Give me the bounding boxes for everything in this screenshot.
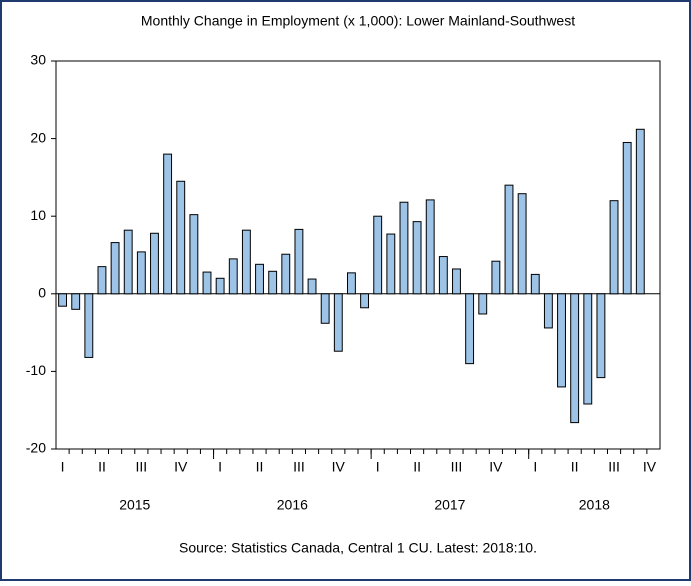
bar bbox=[570, 293, 580, 424]
x-tick-label: IV bbox=[174, 459, 188, 475]
bar bbox=[71, 293, 81, 310]
bar bbox=[346, 272, 356, 295]
bar bbox=[110, 242, 120, 295]
year-label: 2015 bbox=[119, 497, 150, 513]
chart-title: Monthly Change in Employment (x 1,000): … bbox=[141, 13, 575, 29]
bar bbox=[452, 268, 461, 295]
bar bbox=[438, 256, 448, 295]
x-tick-label: I bbox=[61, 459, 65, 475]
bar bbox=[386, 233, 396, 295]
bar bbox=[622, 141, 632, 295]
bar bbox=[333, 293, 343, 352]
x-tick-label: I bbox=[533, 459, 537, 475]
bar bbox=[504, 184, 514, 295]
x-tick-label: III bbox=[608, 459, 620, 475]
bar bbox=[465, 293, 475, 365]
bar bbox=[228, 258, 238, 295]
bar bbox=[123, 229, 133, 295]
bar bbox=[84, 293, 94, 358]
bar bbox=[530, 273, 540, 295]
bar bbox=[163, 153, 173, 295]
bar bbox=[635, 128, 645, 295]
x-tick-label: I bbox=[218, 459, 222, 475]
y-tick-label: -20 bbox=[26, 440, 46, 456]
y-tick-label: 10 bbox=[30, 207, 46, 223]
bar bbox=[320, 293, 330, 324]
x-tick-label: I bbox=[376, 459, 380, 475]
bar bbox=[97, 266, 107, 295]
x-tick-label: III bbox=[293, 459, 305, 475]
bar bbox=[176, 180, 186, 295]
x-tick-label: II bbox=[571, 459, 579, 475]
y-tick-label: -10 bbox=[26, 362, 46, 378]
y-tick-label: 20 bbox=[30, 129, 46, 145]
bar bbox=[596, 293, 606, 379]
bar bbox=[281, 253, 291, 295]
bar bbox=[425, 199, 435, 295]
year-label: 2018 bbox=[579, 497, 610, 513]
bar bbox=[583, 293, 593, 405]
x-tick-label: II bbox=[98, 459, 106, 475]
x-tick-label: III bbox=[451, 459, 463, 475]
x-tick-label: III bbox=[136, 459, 148, 475]
source-note: Source: Statistics Canada, Central 1 CU.… bbox=[179, 540, 537, 556]
x-tick-label: IV bbox=[332, 459, 346, 475]
bar bbox=[255, 263, 264, 295]
bar bbox=[202, 271, 212, 295]
year-label: 2016 bbox=[277, 497, 308, 513]
x-tick-label: II bbox=[256, 459, 264, 475]
bar bbox=[58, 293, 68, 307]
bar bbox=[360, 293, 370, 309]
bar bbox=[136, 251, 146, 295]
bar bbox=[241, 229, 251, 295]
bar bbox=[373, 215, 383, 295]
bar bbox=[491, 260, 501, 295]
bar bbox=[399, 201, 409, 295]
y-tick-label: 0 bbox=[38, 285, 46, 301]
bar bbox=[150, 232, 159, 295]
x-tick-label: II bbox=[413, 459, 421, 475]
bar bbox=[517, 193, 527, 295]
bar bbox=[268, 270, 278, 295]
bar bbox=[543, 293, 553, 329]
bar bbox=[215, 277, 225, 295]
bar bbox=[294, 228, 304, 295]
bar bbox=[609, 200, 619, 295]
bar bbox=[557, 293, 566, 388]
x-tick-label: IV bbox=[643, 459, 657, 475]
year-label: 2017 bbox=[434, 497, 465, 513]
x-tick-label: IV bbox=[489, 459, 503, 475]
bar bbox=[478, 293, 488, 315]
bar bbox=[412, 221, 422, 295]
y-tick-label: 30 bbox=[30, 52, 46, 68]
bar bbox=[189, 214, 199, 295]
bar bbox=[307, 278, 317, 295]
